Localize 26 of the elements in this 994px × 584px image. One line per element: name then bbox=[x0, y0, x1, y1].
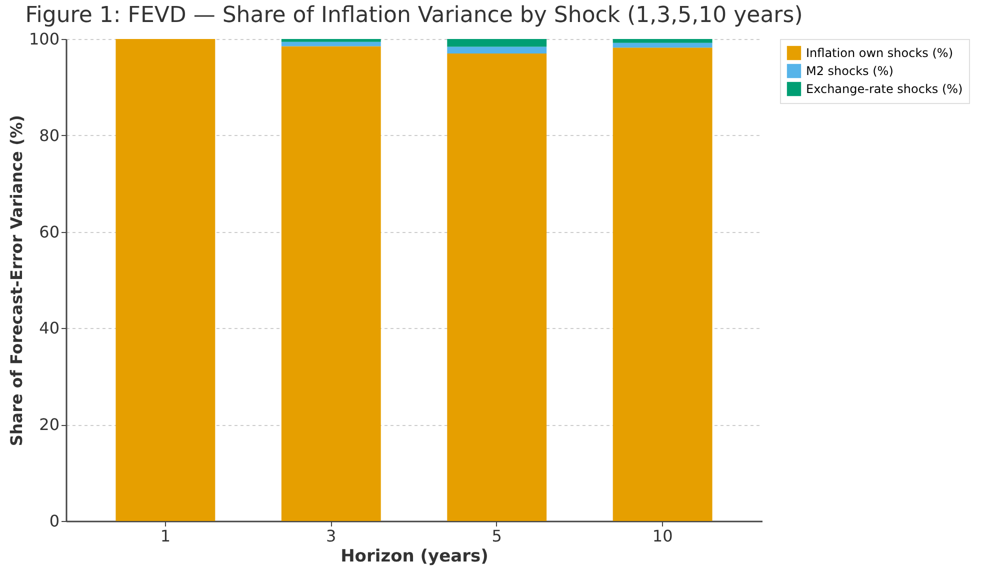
bar bbox=[612, 42, 712, 48]
bar bbox=[447, 53, 547, 521]
bar bbox=[281, 39, 381, 42]
legend-label: Exchange-rate shocks (%) bbox=[806, 82, 963, 96]
bar bbox=[281, 42, 381, 46]
y-tick-label: 40 bbox=[39, 318, 60, 338]
x-tick-label: 5 bbox=[492, 526, 502, 546]
bar bbox=[612, 48, 712, 521]
x-tick-label: 1 bbox=[160, 526, 171, 546]
y-tick-label: 100 bbox=[28, 30, 60, 48]
x-tick-label: 10 bbox=[652, 526, 673, 546]
y-axis-title: Share of Forecast-Error Variance (%) bbox=[6, 114, 26, 446]
x-axis-title: Horizon (years) bbox=[340, 546, 488, 566]
legend-label: M2 shocks (%) bbox=[806, 64, 894, 78]
bar bbox=[447, 46, 547, 54]
bar bbox=[612, 39, 712, 43]
bar bbox=[281, 46, 381, 521]
chart-title: Figure 1: FEVD — Share of Inflation Variance by Shock (1,3,5,10 years) bbox=[25, 3, 803, 28]
y-tick-label: 0 bbox=[49, 512, 60, 530]
x-tick-label: 3 bbox=[326, 526, 336, 546]
y-tick-label: 60 bbox=[39, 222, 60, 242]
bar bbox=[116, 39, 216, 521]
legend-label: Inflation own shocks (%) bbox=[806, 46, 954, 60]
bar bbox=[447, 39, 547, 47]
y-tick-label: 80 bbox=[39, 126, 60, 145]
y-tick-label: 20 bbox=[39, 415, 60, 434]
